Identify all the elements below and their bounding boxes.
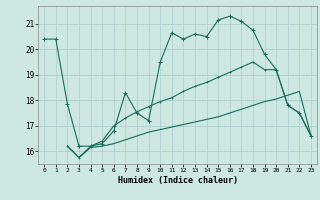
X-axis label: Humidex (Indice chaleur): Humidex (Indice chaleur) — [118, 176, 238, 185]
